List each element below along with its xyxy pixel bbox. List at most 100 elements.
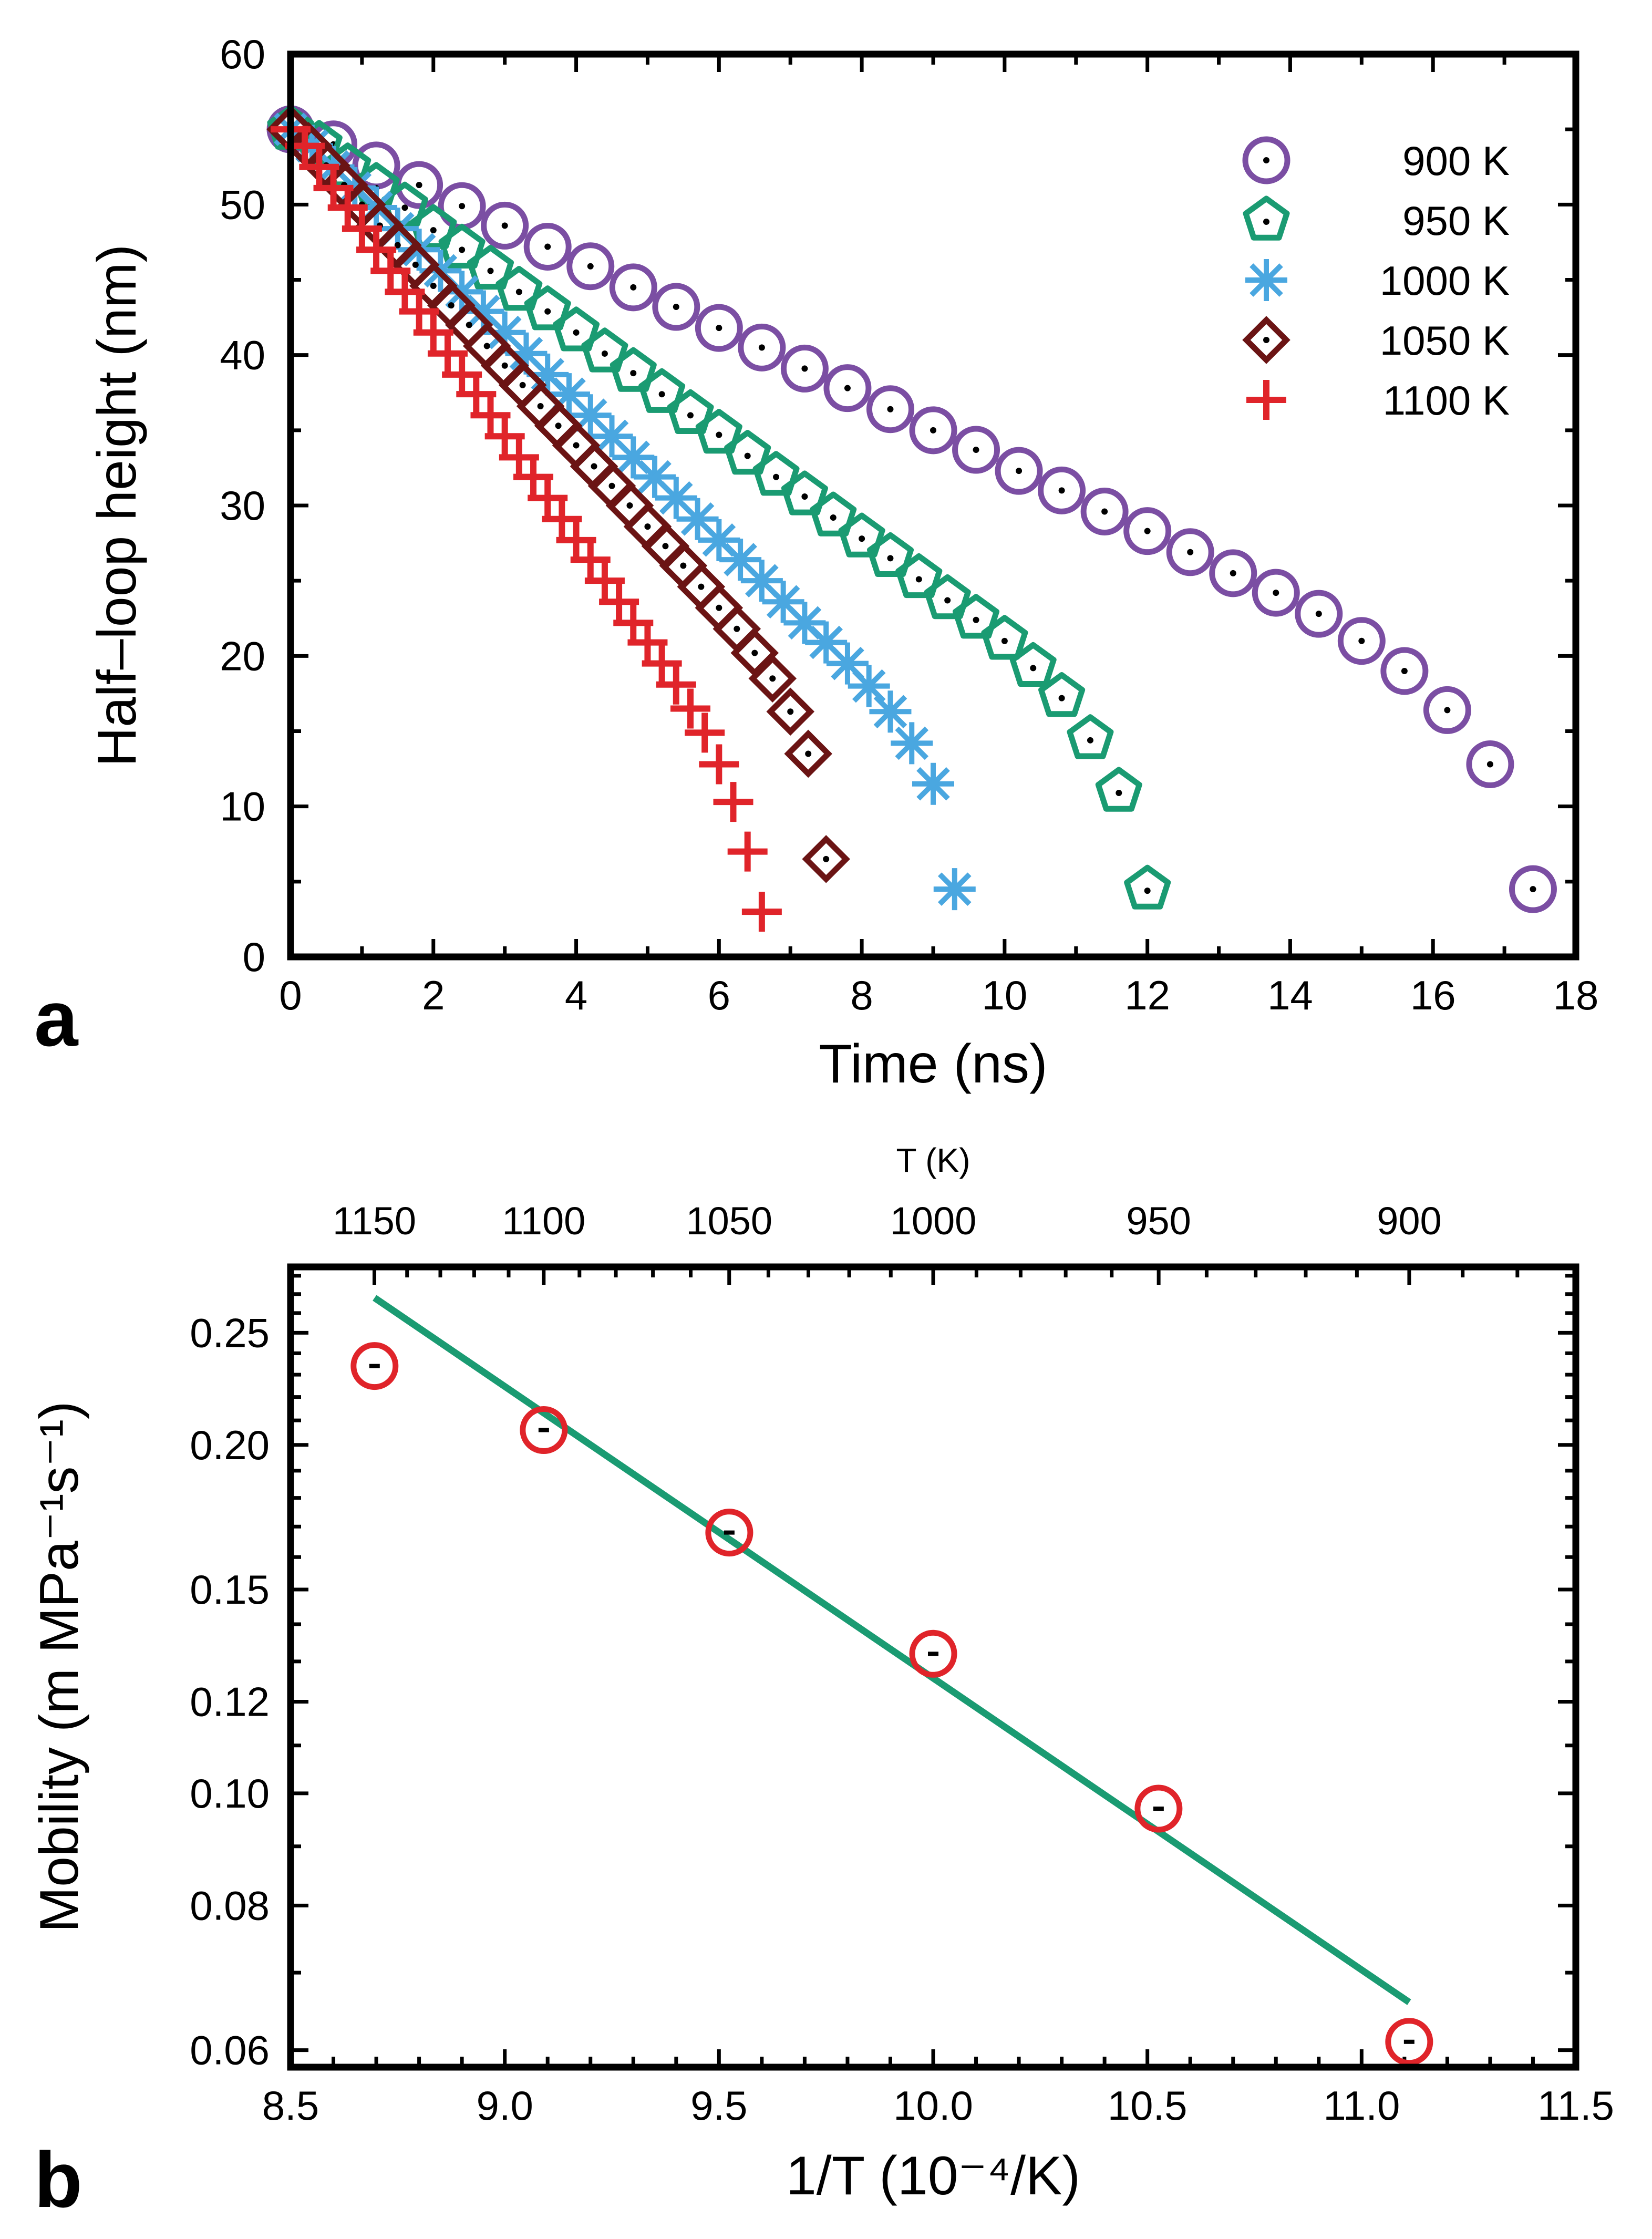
panel-b-y-tick-label: 0.08: [190, 1882, 270, 1928]
data-point-950k: [838, 512, 885, 558]
panel-b-top-tick-label: 1000: [890, 1199, 977, 1243]
data-point-900k: [481, 201, 529, 250]
panel-b-top-tick-labels: 1150 1100 1050 1000 950 900: [333, 1199, 1442, 1243]
mobility-data-point: [520, 1406, 568, 1454]
data-point-950k: [438, 223, 486, 269]
data-point-950k: [981, 615, 1028, 660]
panel-a-y-tick-label: 50: [220, 181, 265, 228]
panel-b-y-tick-label: 0.25: [190, 1309, 270, 1356]
data-point-950k: [1038, 672, 1086, 717]
data-point-950k: [867, 532, 914, 577]
data-point-900k: [952, 426, 1000, 474]
panel-a-y-tick-label: 0: [243, 934, 265, 980]
panel-b-x-tick-label: 9.0: [476, 2082, 533, 2129]
panel-a-ticks: [288, 52, 1578, 959]
mobility-data-point: [350, 1342, 399, 1390]
data-point-950k: [810, 491, 857, 536]
data-point-900k: [909, 406, 957, 455]
panel-b-x-tick-label: 8.5: [262, 2082, 319, 2129]
data-point-1100k: [327, 188, 368, 228]
data-point-950k: [495, 266, 543, 311]
data-point-1100k: [570, 540, 611, 580]
data-point-950k: [1009, 642, 1057, 687]
panel-b-y-tick-labels: 0.06 0.08 0.10 0.12 0.15 0.20 0.25: [190, 1309, 270, 2073]
panel-a-plot-frame: [287, 50, 1579, 961]
panel-b-y-tick-label: 0.15: [190, 1566, 270, 1613]
panel-b-data-marks: [350, 1295, 1433, 2066]
data-point-1000k: [740, 560, 783, 602]
data-point-1000k: [634, 456, 676, 498]
data-point-900k: [823, 364, 872, 412]
data-point-1050k: [748, 654, 797, 703]
panel-b-label: b: [34, 2135, 82, 2224]
panel-a-x-tick-label: 4: [565, 972, 587, 1018]
data-point-900k: [1380, 647, 1429, 695]
data-point-900k: [995, 447, 1043, 495]
data-point-1100k: [741, 892, 782, 932]
panel-a-x-tick-label: 2: [422, 972, 445, 1018]
data-point-1100k: [470, 395, 511, 436]
data-point-1000k: [912, 762, 954, 805]
panel-a-y-tick-label: 40: [220, 332, 265, 378]
panel-a-label: a: [34, 974, 79, 1062]
panel-b-y-tick-label: 0.20: [190, 1422, 270, 1468]
fit-line: [373, 1295, 1411, 2005]
data-point-950k: [1067, 714, 1114, 759]
panel-b-top-tick-label: 1100: [502, 1199, 585, 1243]
data-point-1100k: [484, 416, 525, 457]
data-point-900k: [1337, 617, 1386, 665]
data-point-1100k: [727, 831, 768, 872]
data-point-900k: [695, 304, 743, 352]
legend-label-1050k: 1050 K: [1380, 317, 1510, 364]
data-point-950k: [895, 553, 943, 599]
panel-a-x-tick-label: 10: [982, 972, 1028, 1018]
panel-b-x-tick-label: 10.5: [1108, 2082, 1188, 2129]
mobility-data-point: [705, 1509, 753, 1557]
panel-b-y-axis-title: Mobility (m MPa⁻¹s⁻¹): [29, 1401, 90, 1932]
data-point-1000k: [869, 690, 912, 733]
data-point-950k: [924, 574, 971, 620]
data-point-1100k: [456, 374, 497, 415]
data-point-1050k: [784, 729, 832, 778]
data-point-1000k: [848, 665, 890, 707]
data-point-1100k: [427, 333, 468, 374]
data-point-900k: [1080, 487, 1129, 535]
data-point-900k: [1123, 507, 1172, 555]
data-point-950k: [638, 368, 686, 413]
data-point-900k: [652, 283, 700, 331]
data-point-900k: [1295, 590, 1343, 638]
panel-a-x-tick-label: 12: [1124, 972, 1170, 1018]
panel-a-data-marks: [266, 105, 1557, 932]
mobility-data-point: [909, 1629, 957, 1678]
data-point-950k: [581, 327, 628, 373]
data-point-1100k: [399, 291, 439, 332]
panel-a-legend-markers: [1242, 136, 1290, 420]
panel-b-x-tick-label: 10.0: [893, 2082, 973, 2129]
panel-b-top-tick-label: 950: [1126, 1199, 1191, 1243]
data-point-900k: [780, 344, 829, 393]
panel-b-chart: 8.5 9.0 9.5 10.0 10.5 11.0 11.5 0.06 0.0…: [29, 1141, 1614, 2224]
data-point-1000k: [676, 498, 719, 540]
data-point-900k: [523, 223, 572, 271]
data-point-1050k: [677, 562, 726, 611]
panel-b-top-tick-label: 1150: [333, 1199, 416, 1243]
data-point-900k: [738, 323, 786, 372]
panel-b-ticks: [288, 1267, 1578, 2067]
data-point-1100k: [542, 499, 582, 539]
data-point-1100k: [513, 457, 554, 497]
data-point-950k: [667, 389, 714, 434]
data-point-900k: [1423, 686, 1471, 734]
panel-a-x-tick-label: 18: [1553, 972, 1599, 1018]
data-point-1100k: [713, 782, 753, 822]
data-point-950k: [781, 470, 828, 515]
data-point-900k: [1252, 569, 1300, 617]
data-point-1100k: [299, 147, 339, 187]
data-point-950k: [410, 204, 457, 249]
data-point-1050k: [730, 628, 779, 677]
data-point-900k: [566, 242, 615, 291]
panel-a-x-tick-label: 16: [1410, 972, 1456, 1018]
data-point-900k: [1209, 549, 1257, 597]
panel-a-x-tick-label: 6: [708, 972, 730, 1018]
data-point-1100k: [656, 664, 696, 705]
